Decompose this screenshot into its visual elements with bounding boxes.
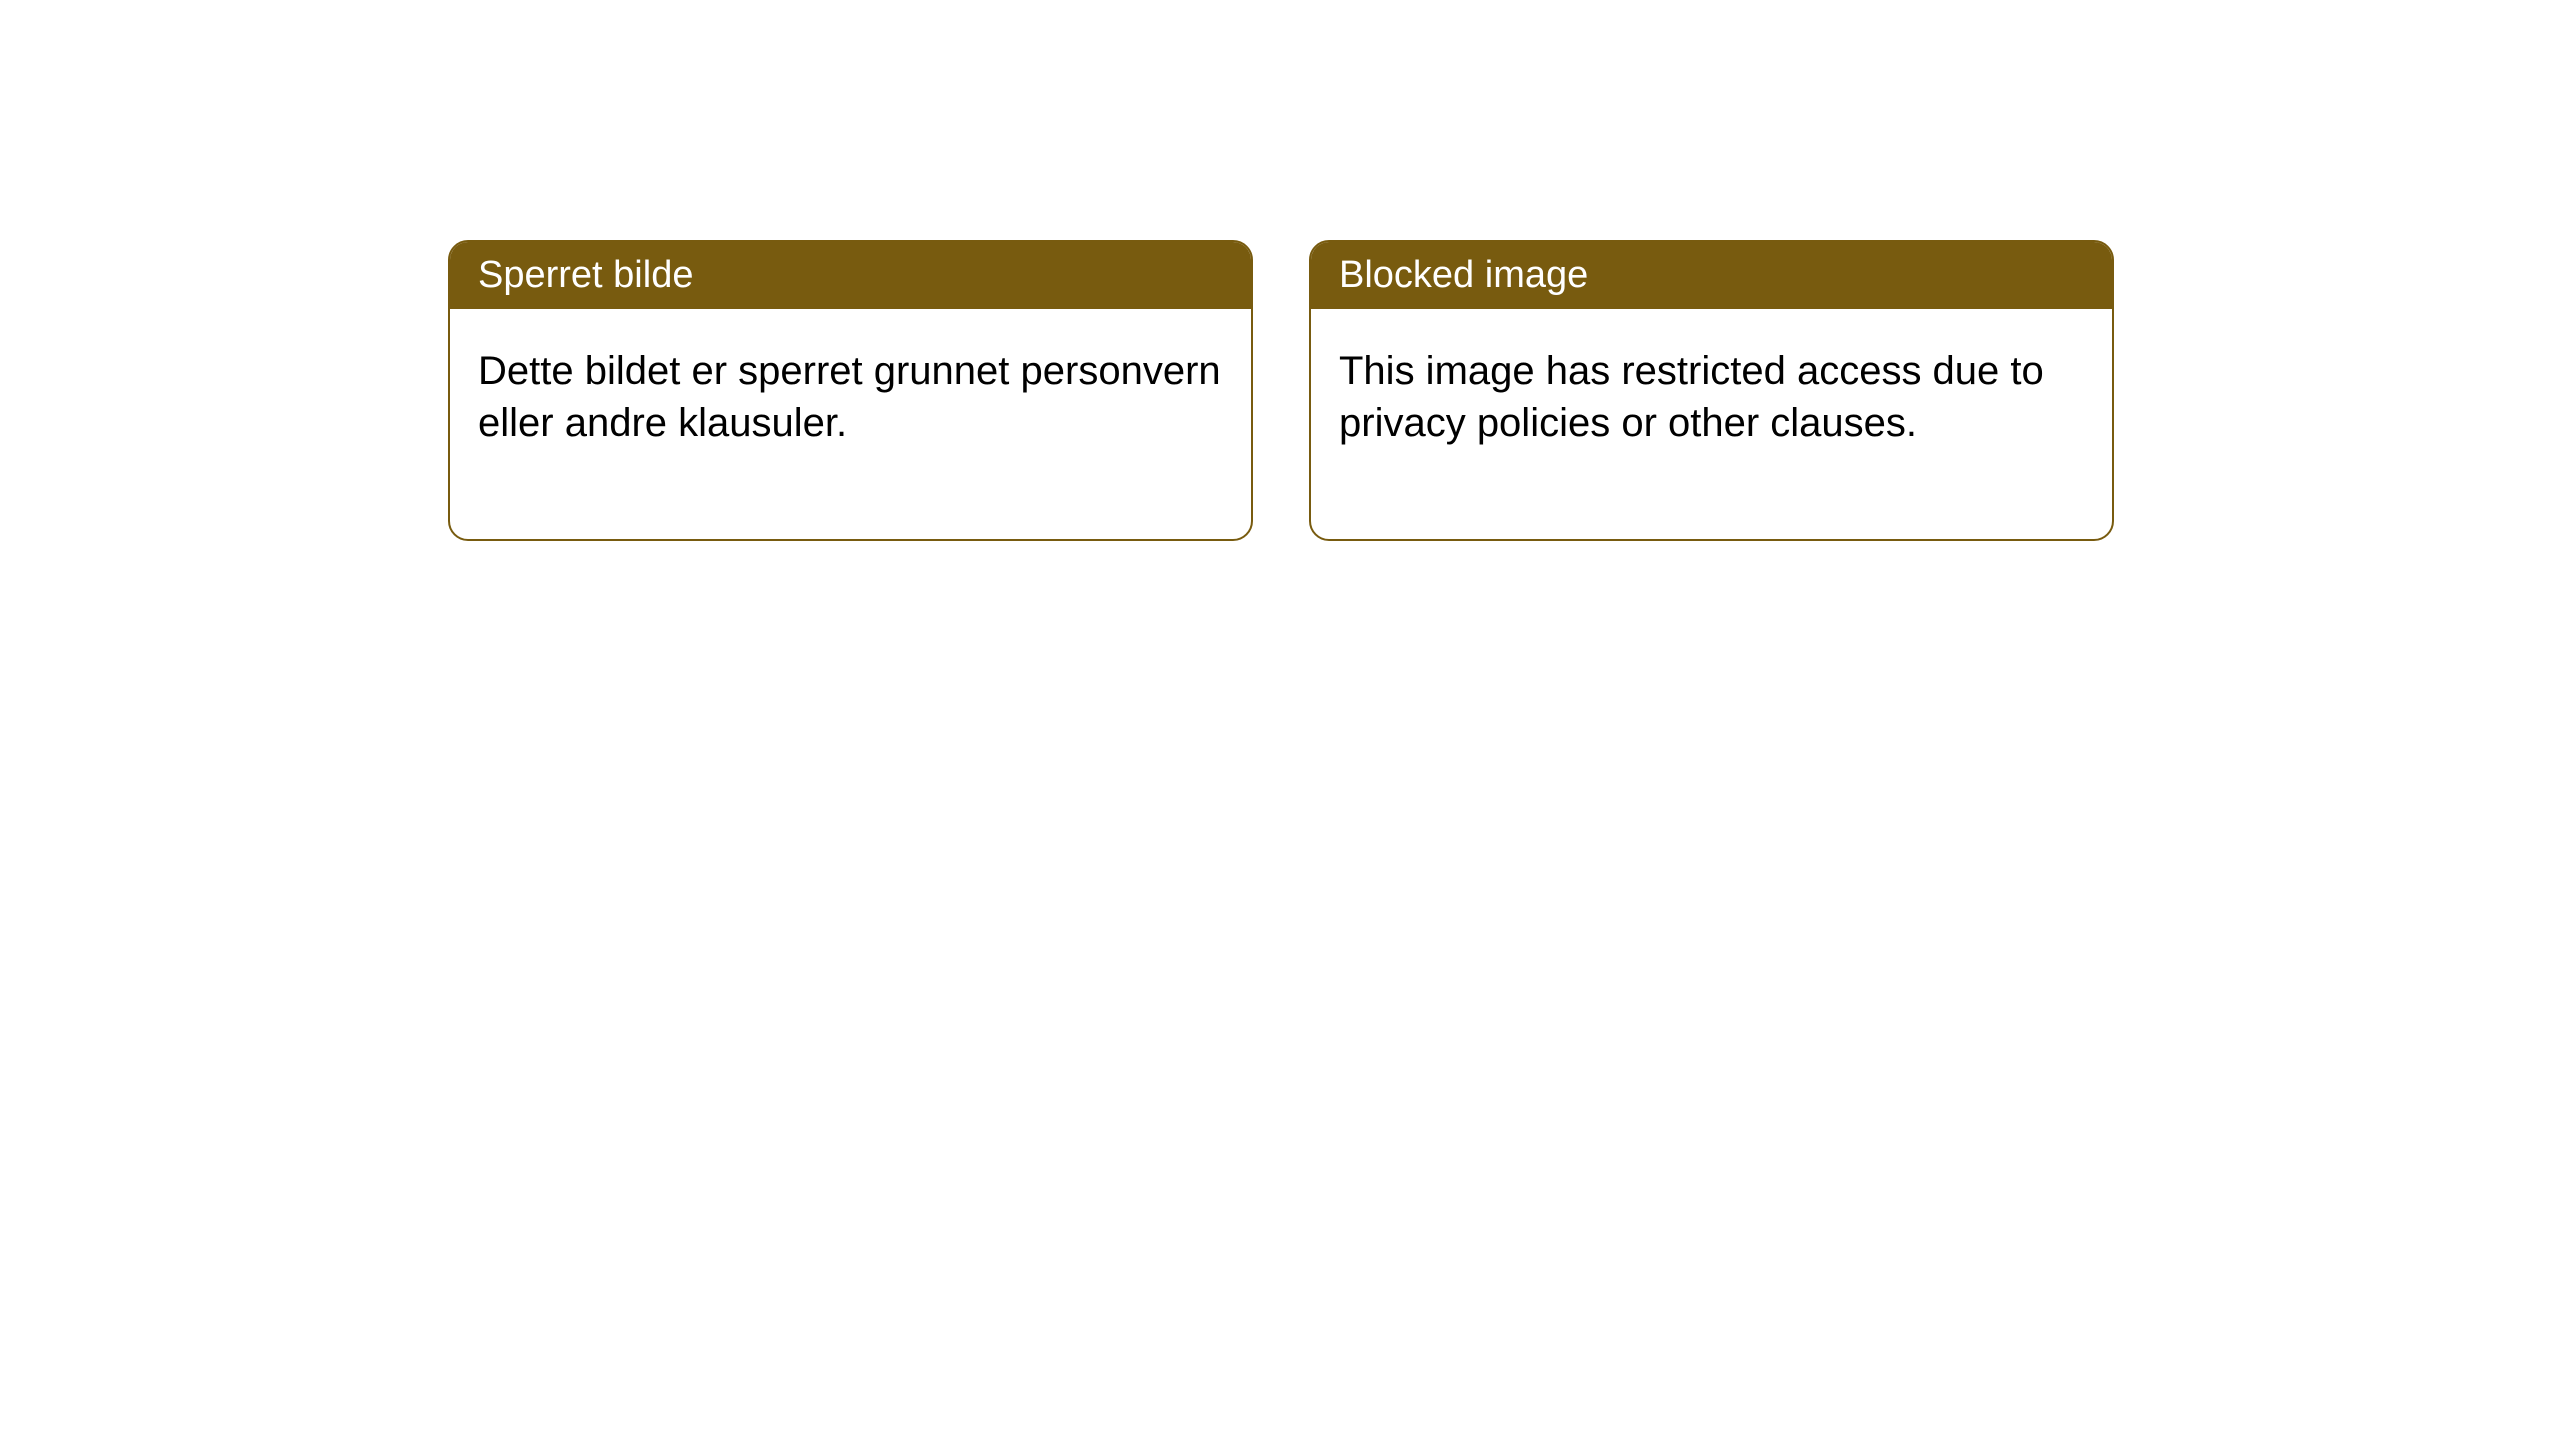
card-body-english: This image has restricted access due to … bbox=[1311, 309, 2112, 539]
card-body-norwegian: Dette bildet er sperret grunnet personve… bbox=[450, 309, 1251, 539]
card-header-norwegian: Sperret bilde bbox=[450, 242, 1251, 309]
card-english: Blocked image This image has restricted … bbox=[1309, 240, 2114, 541]
card-header-text: Blocked image bbox=[1339, 254, 1588, 296]
card-body-text: Dette bildet er sperret grunnet personve… bbox=[478, 349, 1221, 445]
card-norwegian: Sperret bilde Dette bildet er sperret gr… bbox=[448, 240, 1253, 541]
card-header-text: Sperret bilde bbox=[478, 254, 693, 296]
card-header-english: Blocked image bbox=[1311, 242, 2112, 309]
card-body-text: This image has restricted access due to … bbox=[1339, 349, 2044, 445]
cards-container: Sperret bilde Dette bildet er sperret gr… bbox=[448, 240, 2114, 541]
